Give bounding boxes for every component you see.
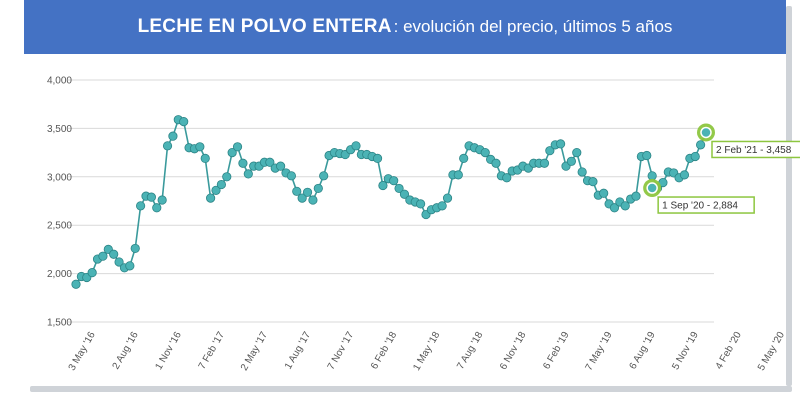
data-point xyxy=(276,161,286,171)
data-point xyxy=(157,195,167,205)
x-tick-label: 1 May '18 xyxy=(411,330,442,373)
data-point xyxy=(437,201,447,211)
data-point xyxy=(620,201,630,211)
data-point xyxy=(351,141,361,151)
data-point xyxy=(286,171,296,181)
data-point xyxy=(491,158,501,168)
data-point xyxy=(480,148,490,158)
card-shadow-bottom xyxy=(30,386,792,392)
highlight-point xyxy=(646,182,658,194)
data-point xyxy=(453,170,463,180)
data-point xyxy=(631,191,641,201)
x-tick-label: 7 Feb '17 xyxy=(197,330,227,372)
x-tick-label: 7 Nov '17 xyxy=(326,330,357,372)
annotation-box xyxy=(711,140,800,159)
data-point xyxy=(545,146,555,156)
data-point xyxy=(297,193,307,203)
x-tick-label: 2 Aug '16 xyxy=(111,330,141,372)
data-point xyxy=(416,199,426,209)
data-point xyxy=(577,167,587,177)
data-point xyxy=(265,157,275,167)
annotation-label: 2 Feb '21 - 3,458 xyxy=(716,145,792,156)
data-point xyxy=(399,189,410,199)
data-point xyxy=(588,177,598,187)
data-point xyxy=(232,142,243,152)
y-tick-label: 2,500 xyxy=(47,221,72,232)
y-tick-label: 2,000 xyxy=(47,269,72,280)
highlight-point xyxy=(700,126,712,139)
data-point xyxy=(238,158,248,168)
data-point xyxy=(308,195,318,205)
data-point xyxy=(313,183,323,194)
data-point xyxy=(168,131,178,141)
y-tick-label: 4,000 xyxy=(47,76,72,87)
data-point xyxy=(679,170,690,180)
data-point xyxy=(599,188,609,198)
data-point xyxy=(394,183,404,194)
x-tick-label: 7 May '19 xyxy=(584,330,615,373)
data-point xyxy=(442,193,453,203)
data-point xyxy=(243,169,253,179)
x-tick-label: 5 May '20 xyxy=(756,330,787,373)
y-tick-label: 1,500 xyxy=(47,318,72,329)
data-point xyxy=(647,171,657,181)
data-point xyxy=(222,172,232,182)
data-point xyxy=(378,180,388,191)
data-point xyxy=(556,139,566,149)
annotation-label: 1 Sep '20 - 2,884 xyxy=(662,201,738,212)
data-point xyxy=(389,176,399,186)
x-tick-label: 5 Nov '19 xyxy=(670,330,701,372)
card-shadow-right xyxy=(786,6,792,386)
data-point xyxy=(114,257,124,267)
annotation-box xyxy=(657,196,755,214)
data-point xyxy=(179,117,189,127)
data-point xyxy=(302,187,313,197)
data-point xyxy=(227,148,237,158)
data-point xyxy=(211,185,221,195)
data-point xyxy=(71,279,81,289)
data-point xyxy=(292,186,302,196)
data-point xyxy=(459,153,469,164)
x-tick-label: 4 Feb '20 xyxy=(714,330,744,372)
data-point xyxy=(200,153,210,164)
x-tick-label: 3 May '16 xyxy=(67,330,98,373)
data-point xyxy=(642,150,652,161)
x-tick-label: 6 Aug '19 xyxy=(628,330,658,372)
data-point xyxy=(502,173,512,183)
x-tick-label: 6 Nov '18 xyxy=(498,330,529,372)
x-tick-label: 1 Nov '16 xyxy=(153,330,184,372)
data-point xyxy=(572,148,582,158)
data-point xyxy=(87,268,97,278)
title-subtitle: : evolución del precio, últimos 5 años xyxy=(393,17,673,36)
y-tick-label: 3,500 xyxy=(47,124,72,135)
data-point xyxy=(109,249,119,259)
data-point xyxy=(319,171,329,181)
data-point xyxy=(152,203,162,213)
data-point xyxy=(98,251,108,261)
title-bar: LECHE EN POLVO ENTERA : evolución del pr… xyxy=(24,0,786,54)
data-point xyxy=(162,141,173,151)
data-point xyxy=(206,193,216,203)
x-tick-label: 2 May '17 xyxy=(239,330,270,373)
data-point xyxy=(216,179,226,190)
title-main: LECHE EN POLVO ENTERA xyxy=(137,16,392,37)
data-point xyxy=(690,151,700,162)
x-tick-label: 7 Aug '18 xyxy=(455,330,485,372)
x-tick-label: 1 Aug '17 xyxy=(283,330,313,372)
data-point xyxy=(372,153,383,164)
x-tick-label: 6 Feb '18 xyxy=(369,330,399,372)
data-point xyxy=(195,142,205,152)
data-point xyxy=(566,156,576,166)
data-point xyxy=(125,261,135,271)
data-point xyxy=(146,192,156,202)
x-tick-label: 6 Feb '19 xyxy=(541,330,571,372)
data-point xyxy=(130,243,140,254)
data-point xyxy=(539,158,550,168)
data-point xyxy=(609,203,620,213)
data-point xyxy=(136,201,146,211)
data-point xyxy=(696,140,706,150)
y-tick-label: 3,000 xyxy=(47,172,72,183)
